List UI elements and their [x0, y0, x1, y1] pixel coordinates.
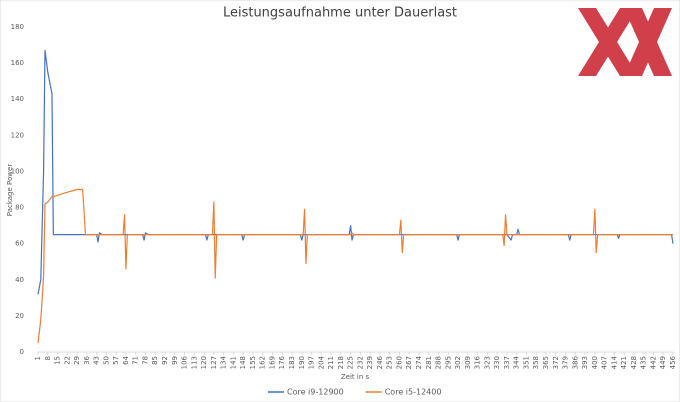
x-tick-label: 155: [249, 356, 257, 369]
x-tick-label: 134: [220, 355, 228, 369]
x-tick-label: 78: [141, 356, 149, 365]
x-tick-label: 36: [83, 355, 91, 364]
x-tick-label: 337: [503, 356, 511, 369]
y-tick-label: 80: [15, 204, 24, 212]
x-tick-label: 113: [190, 356, 198, 369]
legend-label: Core i5-12400: [385, 388, 442, 397]
series-line: [37, 188, 673, 344]
y-tick-label: 40: [15, 276, 24, 284]
x-tick-label: 435: [640, 356, 648, 369]
x-axis-label: Zeit in s: [341, 373, 370, 381]
x-tick-label: 267: [405, 356, 413, 369]
x-tick-label: 197: [308, 356, 316, 369]
x-tick-label: 260: [395, 356, 403, 369]
x-tick-label: 64: [122, 355, 130, 364]
x-tick-label: 295: [444, 356, 452, 369]
y-tick-label: 0: [20, 348, 24, 356]
x-tick-label: 211: [327, 356, 335, 369]
x-tick-label: 330: [493, 356, 501, 369]
logo: [578, 8, 672, 76]
x-tick-label: 218: [337, 356, 345, 369]
x-tick-label: 449: [659, 356, 667, 369]
x-tick-label: 225: [347, 356, 355, 369]
y-tick-label: 120: [11, 131, 24, 139]
x-tick-label: 379: [562, 356, 570, 369]
x-tick-label: 120: [200, 356, 208, 369]
y-tick-label: 60: [15, 240, 24, 248]
y-tick-label: 20: [15, 312, 24, 320]
x-tick-label: 253: [386, 356, 394, 369]
x-tick-label: 414: [610, 355, 618, 369]
x-tick-label: 176: [278, 355, 286, 369]
x-tick-label: 50: [102, 356, 110, 365]
x-tick-label: 393: [581, 356, 589, 369]
x-tick-label: 232: [356, 356, 364, 369]
x-tick-label: 358: [532, 356, 540, 369]
x-tick-label: 204: [317, 355, 325, 369]
x-tick-label: 246: [376, 355, 384, 369]
x-tick-label: 281: [425, 356, 433, 369]
x-tick-label: 22: [63, 356, 71, 365]
x-tick-label: 43: [93, 356, 101, 365]
x-tick-label: 162: [259, 356, 267, 369]
x-tick-label: 92: [161, 356, 169, 365]
x-tick-label: 288: [435, 356, 443, 369]
x-tick-label: 85: [151, 356, 159, 365]
x-tick-label: 127: [210, 356, 218, 369]
x-tick-label: 29: [73, 356, 81, 365]
y-tick-label: 140: [11, 95, 24, 103]
x-tick-label: 8: [44, 356, 52, 360]
x-tick-label: 442: [649, 356, 657, 369]
x-tick-label: 372: [552, 356, 560, 369]
x-tick-label: 57: [112, 356, 120, 365]
y-tick-label: 160: [11, 59, 24, 67]
x-tick-label: 421: [620, 356, 628, 369]
x-tick-label: 1: [34, 356, 42, 360]
x-tick-label: 428: [630, 356, 638, 369]
chart-title: Leistungsaufnahme unter Dauerlast: [223, 6, 457, 21]
x-tick-label: 407: [601, 356, 609, 369]
x-tick-label: 386: [571, 355, 579, 369]
x-tick-label: 190: [298, 356, 306, 369]
y-tick-label: 100: [11, 167, 24, 175]
x-tick-label: 239: [366, 356, 374, 369]
x-tick-label: 99: [171, 356, 179, 365]
x-tick-label: 400: [591, 356, 599, 369]
x-tick-label: 344: [513, 355, 521, 369]
x-tick-label: 365: [542, 356, 550, 369]
x-tick-label: 141: [229, 356, 237, 369]
x-tick-label: 71: [132, 356, 140, 365]
x-tick-label: 323: [483, 356, 491, 369]
x-tick-label: 15: [54, 356, 62, 365]
legend-label: Core i9-12900: [287, 388, 344, 397]
x-tick-label: 183: [288, 356, 296, 369]
x-tick-label: 351: [522, 356, 530, 369]
x-tick-label: 456: [669, 355, 677, 369]
x-tick-label: 316: [474, 355, 482, 369]
x-tick-label: 302: [454, 356, 462, 369]
x-tick-label: 169: [268, 356, 276, 369]
y-tick-label: 180: [11, 23, 24, 31]
x-tick-label: 148: [239, 356, 247, 369]
x-tick-label: 309: [464, 356, 472, 369]
y-axis-label: Package Power: [6, 164, 14, 217]
x-tick-label: 106: [181, 355, 189, 369]
x-tick-label: 274: [415, 355, 423, 369]
